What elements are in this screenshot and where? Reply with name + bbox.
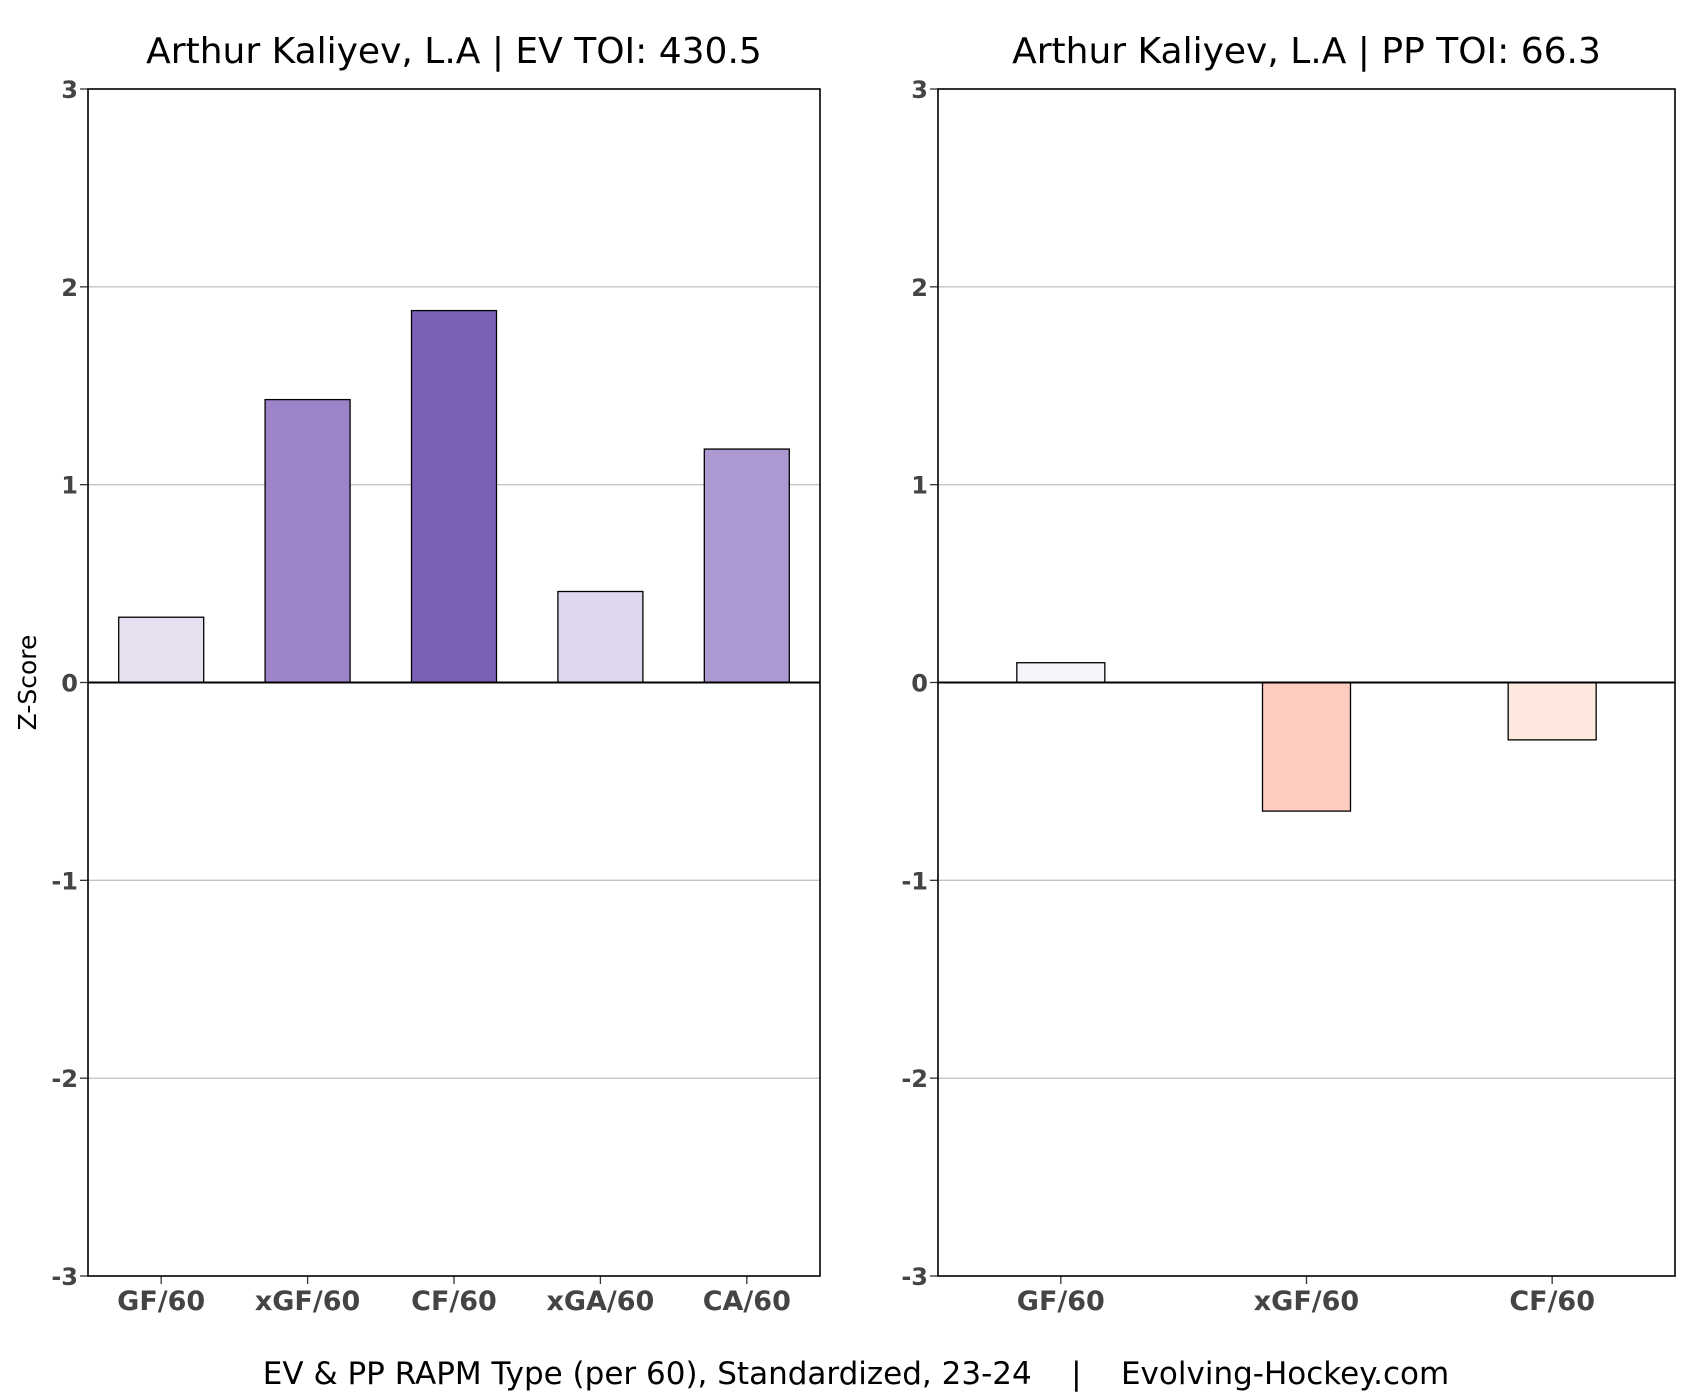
y-tick-label: -1 (901, 867, 928, 895)
y-tick-label: -3 (51, 1263, 78, 1291)
y-tick-label: 3 (61, 76, 78, 104)
bar-gf-per-60 (1016, 662, 1106, 684)
bar-cf-per-60 (410, 309, 498, 684)
y-tick-label: -2 (51, 1065, 78, 1093)
y-tick-label: -1 (51, 867, 78, 895)
x-tick-label: GF/60 (117, 1286, 205, 1317)
y-tick-label: -2 (901, 1065, 928, 1093)
y-tick-label: 1 (61, 472, 78, 500)
x-tick-label: xGA/60 (546, 1286, 654, 1317)
bar-gf-per-60 (118, 616, 205, 684)
ev-rapm-panel: -3 -2 -1 0 1 2 3 GF/60 xGF/60 CF/60 xGA/60 CA/60 Art… (13, 31, 821, 1317)
y-tick-label: 3 (911, 76, 928, 104)
bar-cf-per-60 (1507, 681, 1597, 741)
x-tick-label: CF/60 (1509, 1286, 1595, 1317)
x-tick-label: xGF/60 (1254, 1286, 1359, 1317)
panel-title: Arthur Kaliyev, L.A | EV TOI: 430.5 (146, 31, 762, 72)
x-tick-label: CF/60 (411, 1286, 497, 1317)
y-tick-label: 0 (61, 670, 78, 698)
pp-rapm-panel: -3 -2 -1 0 1 2 3 GF/60 xGF/60 CF/60 Arthur Kaliyev… (901, 31, 1676, 1317)
y-tick-label: 1 (911, 472, 928, 500)
plot-frame (937, 88, 1676, 1277)
y-tick-label: 0 (911, 670, 928, 698)
panel-title: Arthur Kaliyev, L.A | PP TOI: 66.3 (1012, 31, 1601, 72)
y-tick-label: 2 (61, 274, 78, 302)
y-tick-label: 2 (911, 274, 928, 302)
x-tick-label: CA/60 (703, 1286, 791, 1317)
x-tick-label: xGF/60 (255, 1286, 360, 1317)
figure-caption: EV & PP RAPM Type (per 60), Standardized… (263, 1356, 1449, 1392)
y-tick-label: -3 (901, 1263, 928, 1291)
bar-xga-per-60 (557, 590, 644, 684)
bar-ca-per-60 (703, 448, 790, 684)
plot-frame (87, 88, 821, 1277)
bar-xgf-per-60 (1261, 681, 1352, 812)
x-tick-label: GF/60 (1017, 1286, 1105, 1317)
y-axis-label: Z-Score (13, 635, 42, 731)
bar-xgf-per-60 (264, 398, 351, 684)
